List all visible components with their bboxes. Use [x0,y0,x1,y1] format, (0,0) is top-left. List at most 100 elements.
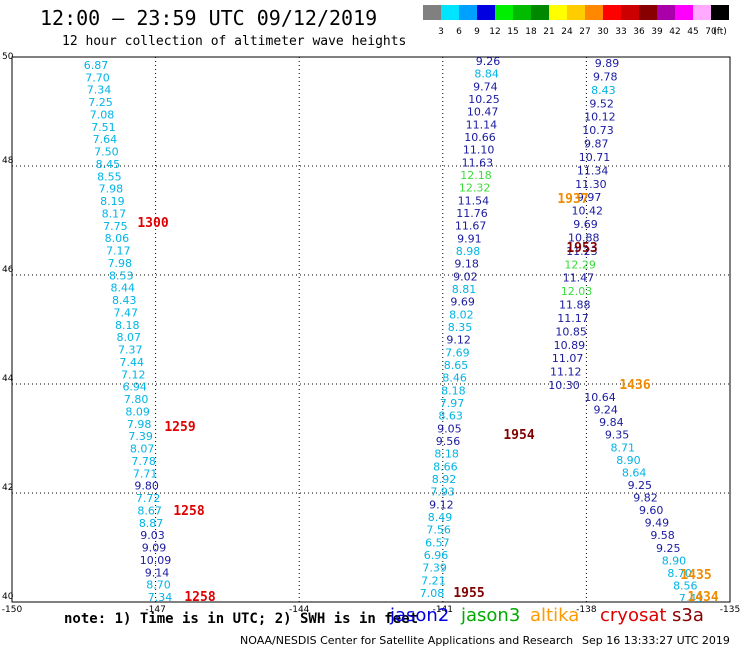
mideast-track-value: 9.89 [595,57,620,70]
west-track-value: 8.55 [97,170,122,183]
west-track-value: 7.64 [93,133,118,146]
legend-label: 39 [651,27,663,37]
mideast-track-value: 12.29 [564,258,596,271]
satellite-jason2-label: jason2 [390,605,450,626]
west-track-value: 10.09 [140,554,172,567]
midwest-track-value: 9.69 [450,296,475,309]
legend-label: 36 [633,27,645,37]
credit-line: NOAA/NESDIS Center for Satellite Applica… [240,634,574,647]
west-track-value: 9.09 [142,542,167,555]
legend-swatch [459,5,477,20]
midwest-track-value: 7.21 [421,574,446,587]
west-track-value: 8.43 [112,294,137,307]
east-track-value: 10.64 [584,391,616,404]
map-subtitle: 12 hour collection of altimeter wave hei… [62,34,407,49]
west-track-value: 7.98 [108,257,133,270]
legend-label: 6 [456,27,462,37]
midwest-track-value: 8.49 [428,511,453,524]
legend-swatch [441,5,459,20]
midwest-track-value: 8.84 [474,68,499,81]
west-track-value: 8.45 [96,158,121,171]
east-track-value: 8.64 [622,466,647,479]
legend-label: 70 [705,27,717,37]
west-track-value: 7.98 [127,418,152,431]
west-track-value: 7.50 [94,146,119,159]
legend-label: 21 [543,27,554,37]
footer-note: note: 1) Time is in UTC; 2) SWH is in fe… [64,611,419,627]
midwest-track-value: 11.14 [466,118,498,131]
mideast-track-value: 11.23 [566,245,598,258]
mideast-track-value: 11.34 [577,164,609,177]
pass-time-label: 1953 [566,241,597,256]
legend-swatch [531,5,549,20]
mideast-track-value: 10.30 [548,379,580,392]
midwest-track-value: 12.18 [460,169,492,182]
mideast-track-value: 12.03 [561,285,593,298]
mideast-track-value: 11.12 [550,366,582,379]
legend-label: 15 [507,27,518,37]
mideast-track-value: 9.78 [593,70,618,83]
legend-swatch [711,5,729,20]
mideast-track-value: 9.97 [577,191,602,204]
midwest-track-value: 9.12 [429,498,454,511]
midwest-track-value: 7.39 [422,562,447,575]
mideast-track-value: 11.07 [552,352,584,365]
longitude-tick-label: -144 [289,605,310,615]
longitude-tick-label: -135 [720,605,740,615]
longitude-tick-label: -138 [576,605,597,615]
west-track-value: 7.39 [128,430,153,443]
west-track-value: 7.80 [124,393,149,406]
legend-swatch [567,5,585,20]
west-track-value: 8.17 [102,207,127,220]
west-track-value: 7.12 [121,368,146,381]
legend-swatch [675,5,693,20]
legend-label: 12 [489,27,500,37]
west-track-value: 7.71 [133,467,158,480]
east-track-value: 7.49 [679,592,704,605]
midwest-track-value: 9.12 [446,334,471,347]
generated-timestamp: Sep 16 13:33:27 UTC 2019 [582,634,730,647]
map-frame [11,56,731,603]
west-track-value: 7.08 [90,108,115,121]
legend-swatch [657,5,675,20]
midwest-track-value: 8.63 [438,410,463,423]
satellite-cryosat-label: cryosat [600,605,667,626]
mideast-track-value: 11.88 [559,299,591,312]
legend-label: 24 [561,27,573,37]
west-track-value: 7.47 [114,306,139,319]
east-track-value: 8.71 [611,441,636,454]
latitude-tick-label: 46 [2,265,14,275]
midwest-track-value: 9.26 [476,55,501,68]
pass-time-label: 1258 [173,504,204,519]
west-track-value: 7.37 [118,344,143,357]
midwest-track-value: 7.93 [430,486,455,499]
mideast-track-value: 10.85 [555,325,587,338]
west-track-value: 8.87 [139,517,164,530]
east-track-value: 9.24 [593,404,618,417]
west-track-value: 9.03 [140,529,165,542]
legend-label: 27 [579,27,590,37]
east-track-value: 9.84 [599,416,624,429]
midwest-track-value: 9.02 [453,270,478,283]
midwest-track-value: 8.35 [448,321,473,334]
legend-label: 9 [474,27,480,37]
east-track-value: 9.49 [645,517,670,530]
west-track-value: 8.09 [125,405,150,418]
legend-swatch [639,5,657,20]
west-track-value: 8.06 [105,232,130,245]
west-track-value: 7.70 [85,71,110,84]
west-track-value: 7.34 [87,84,112,97]
legend-label: 45 [687,27,698,37]
midwest-track-value: 7.56 [426,524,451,537]
east-track-value: 8.90 [616,454,641,467]
midwest-track-value: 7.97 [440,397,465,410]
longitude-tick-label: -150 [2,605,23,615]
pass-time-label: 1434 [687,590,718,605]
legend-label: 3 [438,27,444,37]
west-track-value: 7.44 [119,356,144,369]
midwest-track-value: 8.18 [441,384,466,397]
midwest-track-value: 8.65 [444,359,469,372]
west-track-value: 7.72 [136,492,161,505]
pass-time-label: 1955 [453,586,484,601]
mideast-track-value: 10.71 [579,151,611,164]
